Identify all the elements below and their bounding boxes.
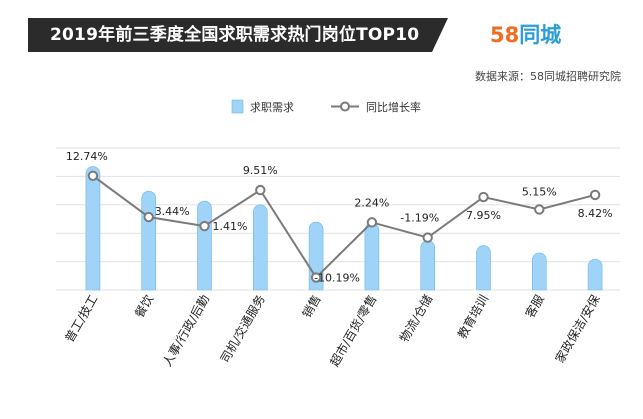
- x-tick-label: 客服: [522, 292, 547, 320]
- data-label: 9.51%: [243, 164, 278, 177]
- bar: [476, 245, 491, 291]
- data-label: 8.42%: [578, 207, 613, 220]
- data-label: 3.44%: [155, 205, 190, 218]
- x-tick-label: 物流/仓储: [396, 292, 435, 345]
- data-source: 数据来源：58同城招聘研究院: [475, 70, 621, 83]
- bar: [197, 200, 212, 291]
- line-point: [422, 232, 433, 243]
- legend-bar-swatch: [231, 99, 244, 114]
- x-tick-label: 普工/技工: [62, 293, 100, 345]
- bar: [85, 166, 101, 291]
- line-point: [143, 211, 154, 223]
- bar: [587, 258, 603, 291]
- legend-line-label: 同比增长率: [366, 100, 421, 114]
- x-tick-label: 超市/百货/零售: [326, 292, 379, 369]
- x-tick-label: 餐饮: [131, 292, 156, 320]
- data-label: -1.19%: [400, 212, 439, 225]
- line-point: [310, 272, 322, 283]
- line-point: [478, 191, 489, 203]
- bar: [141, 190, 156, 291]
- line-point: [255, 184, 266, 196]
- data-label: 7.95%: [466, 209, 501, 222]
- line-point: [199, 220, 210, 232]
- growth-line: [87, 170, 601, 283]
- x-tick-label: 销售: [299, 292, 324, 320]
- chart-title: 2019年前三季度全国求职需求热门岗位TOP10: [50, 25, 420, 45]
- data-label: 1.41%: [213, 220, 248, 233]
- line-point: [589, 189, 601, 201]
- data-label: 2.24%: [354, 196, 389, 209]
- x-tick-labels: 普工/技工 餐饮 人事/行政/后勤 司机/交通服务 销售 超市/百货/零售 物流/仓储 教育培…: [62, 292, 602, 369]
- title-banner-shape: [28, 18, 448, 52]
- data-labels: 12.74% 3.44% 1.41% 9.51% -10.19% 2.24% -1.19% 7…: [66, 150, 613, 285]
- x-tick-label: 家政保洁/安保: [552, 292, 603, 365]
- data-label: 5.15%: [522, 185, 557, 198]
- logo-58-tongcheng: 58同城: [490, 18, 561, 52]
- bar: [364, 223, 380, 291]
- bar: [532, 252, 547, 291]
- line-point: [366, 217, 378, 228]
- logo-number: 58: [490, 23, 520, 47]
- legend: 求职需求 同比增长率: [231, 99, 421, 114]
- x-tick-label: 司机/交通服务: [217, 292, 268, 365]
- x-tick-label: 人事/行政/后勤: [160, 293, 212, 369]
- data-label: -10.19%: [314, 272, 360, 285]
- legend-line-marker: [340, 101, 350, 112]
- legend-bar-label: 求职需求: [250, 101, 294, 114]
- data-label: 12.74%: [66, 150, 108, 163]
- bar: [253, 204, 268, 291]
- logo-text: 同城: [519, 23, 562, 47]
- title-banner: 2019年前三季度全国求职需求热门岗位TOP10: [28, 18, 448, 52]
- line-point: [534, 204, 545, 215]
- series-line: [92, 174, 596, 280]
- line-point: [87, 170, 99, 181]
- bar: [420, 240, 435, 291]
- x-tick-label: 教育培训: [454, 292, 491, 341]
